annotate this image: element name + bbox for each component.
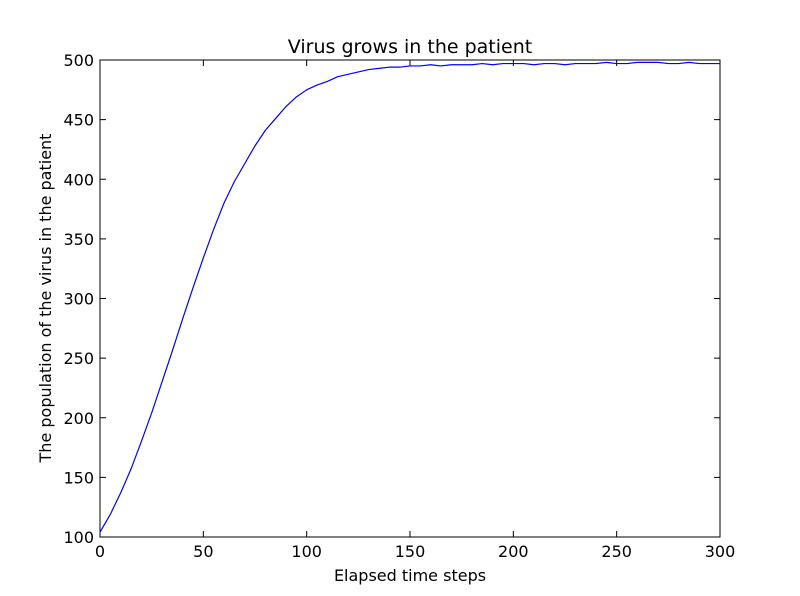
series-line xyxy=(99,61,720,533)
y-tick-label: 200 xyxy=(63,409,94,428)
x-tick-label: 100 xyxy=(291,542,322,561)
x-tick-label: 150 xyxy=(395,542,426,561)
x-tick-label: 200 xyxy=(498,542,529,561)
x-tick-label: 250 xyxy=(601,542,632,561)
y-tick-label: 100 xyxy=(63,528,94,547)
y-tick-label: 350 xyxy=(63,230,94,249)
y-tick-label: 250 xyxy=(63,349,94,368)
x-tick-label: 300 xyxy=(705,542,736,561)
y-tick-label: 300 xyxy=(63,290,94,309)
y-tick-label: 150 xyxy=(63,468,94,487)
y-axis-label: The population of the virus in the patie… xyxy=(36,134,55,464)
plot-area-frame xyxy=(99,59,721,538)
series-group xyxy=(99,61,720,533)
x-tick-label: 50 xyxy=(193,542,213,561)
x-tick-label: 0 xyxy=(95,542,105,561)
chart-title: Virus grows in the patient xyxy=(288,36,532,58)
y-tick-label: 500 xyxy=(63,51,94,70)
y-tick-label: 400 xyxy=(63,170,94,189)
axis-ticks: 0 50 100 150 200 250 300 100 150 200 250 300 350 400 4… xyxy=(63,51,735,561)
y-tick-label: 450 xyxy=(63,111,94,130)
x-axis-label: Elapsed time steps xyxy=(334,566,486,585)
